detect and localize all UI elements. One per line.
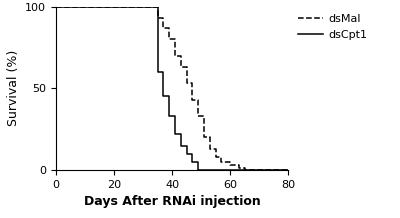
- dsCpt1: [167, 95, 172, 98]
- dsMal: [213, 156, 218, 158]
- dsMal: [172, 38, 177, 41]
- dsMal: [184, 66, 189, 68]
- dsMal: [236, 164, 241, 167]
- dsMal: [196, 115, 200, 118]
- dsCpt1: [178, 144, 183, 147]
- dsMal: [207, 136, 212, 139]
- dsCpt1: [172, 115, 177, 118]
- dsCpt1: [161, 95, 166, 98]
- dsMal: [54, 5, 58, 8]
- dsCpt1: [54, 5, 58, 8]
- dsMal: [219, 156, 224, 158]
- dsMal: [242, 167, 247, 170]
- dsMal: [190, 99, 195, 101]
- dsMal: [286, 169, 290, 171]
- dsCpt1: [190, 160, 195, 163]
- dsCpt1: [178, 133, 183, 135]
- dsMal: [196, 99, 200, 101]
- dsCpt1: [202, 169, 206, 171]
- dsMal: [155, 17, 160, 19]
- dsMal: [236, 167, 241, 170]
- dsCpt1: [155, 5, 160, 8]
- Line: dsMal: dsMal: [56, 7, 288, 170]
- dsCpt1: [167, 115, 172, 118]
- dsMal: [155, 5, 160, 8]
- dsCpt1: [202, 169, 206, 171]
- dsMal: [219, 160, 224, 163]
- dsMal: [228, 164, 232, 167]
- Line: dsCpt1: dsCpt1: [56, 7, 288, 170]
- dsMal: [207, 148, 212, 150]
- dsMal: [228, 160, 232, 163]
- dsCpt1: [184, 144, 189, 147]
- dsMal: [242, 169, 247, 171]
- dsCpt1: [172, 133, 177, 135]
- dsMal: [172, 54, 177, 57]
- dsMal: [202, 136, 206, 139]
- dsCpt1: [196, 169, 200, 171]
- Legend: dsMal, dsCpt1: dsMal, dsCpt1: [296, 12, 369, 42]
- Y-axis label: Survival (%): Survival (%): [7, 50, 20, 126]
- dsMal: [167, 27, 172, 29]
- dsMal: [213, 148, 218, 150]
- dsMal: [178, 54, 183, 57]
- dsCpt1: [161, 71, 166, 73]
- dsCpt1: [190, 152, 195, 155]
- dsMal: [161, 17, 166, 19]
- dsMal: [202, 115, 206, 118]
- dsMal: [161, 27, 166, 29]
- dsCpt1: [155, 71, 160, 73]
- dsMal: [190, 82, 195, 85]
- dsCpt1: [184, 152, 189, 155]
- dsMal: [167, 38, 172, 41]
- dsMal: [184, 82, 189, 85]
- dsCpt1: [286, 169, 290, 171]
- X-axis label: Days After RNAi injection: Days After RNAi injection: [84, 195, 260, 208]
- dsCpt1: [196, 160, 200, 163]
- dsMal: [178, 66, 183, 68]
